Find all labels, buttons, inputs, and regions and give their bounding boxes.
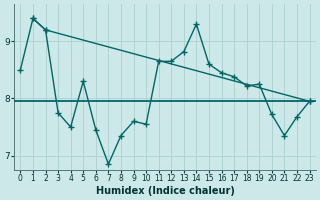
X-axis label: Humidex (Indice chaleur): Humidex (Indice chaleur) [96,186,234,196]
